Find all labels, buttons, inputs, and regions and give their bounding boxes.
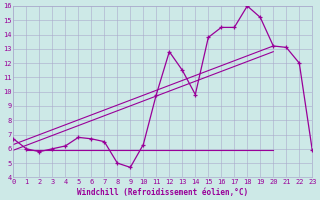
X-axis label: Windchill (Refroidissement éolien,°C): Windchill (Refroidissement éolien,°C)	[77, 188, 248, 197]
